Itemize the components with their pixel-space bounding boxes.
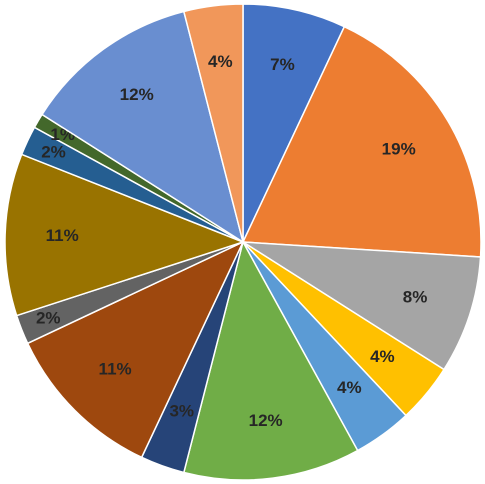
- pie-slice: [242, 3, 346, 243]
- data-label: 2%: [41, 142, 66, 161]
- data-label: 8%: [403, 287, 428, 306]
- data-label: 12%: [120, 85, 154, 104]
- pie-slice: [182, 239, 359, 481]
- pie-slice: [4, 153, 246, 317]
- pie-slice: [41, 10, 245, 244]
- data-label: 4%: [337, 378, 362, 397]
- data-label: 7%: [270, 55, 295, 74]
- data-label: 12%: [249, 411, 283, 430]
- data-label: 4%: [370, 347, 395, 366]
- pie-slice: [242, 241, 482, 371]
- data-label: 2%: [36, 309, 61, 328]
- pie-slice: [182, 3, 244, 243]
- pie-slice: [26, 240, 245, 459]
- data-label: 4%: [208, 52, 233, 71]
- data-label: 19%: [382, 139, 416, 158]
- pie-slice: [241, 25, 482, 258]
- data-label: 11%: [46, 226, 79, 245]
- data-label: 3%: [169, 402, 194, 421]
- data-label: 11%: [99, 359, 132, 378]
